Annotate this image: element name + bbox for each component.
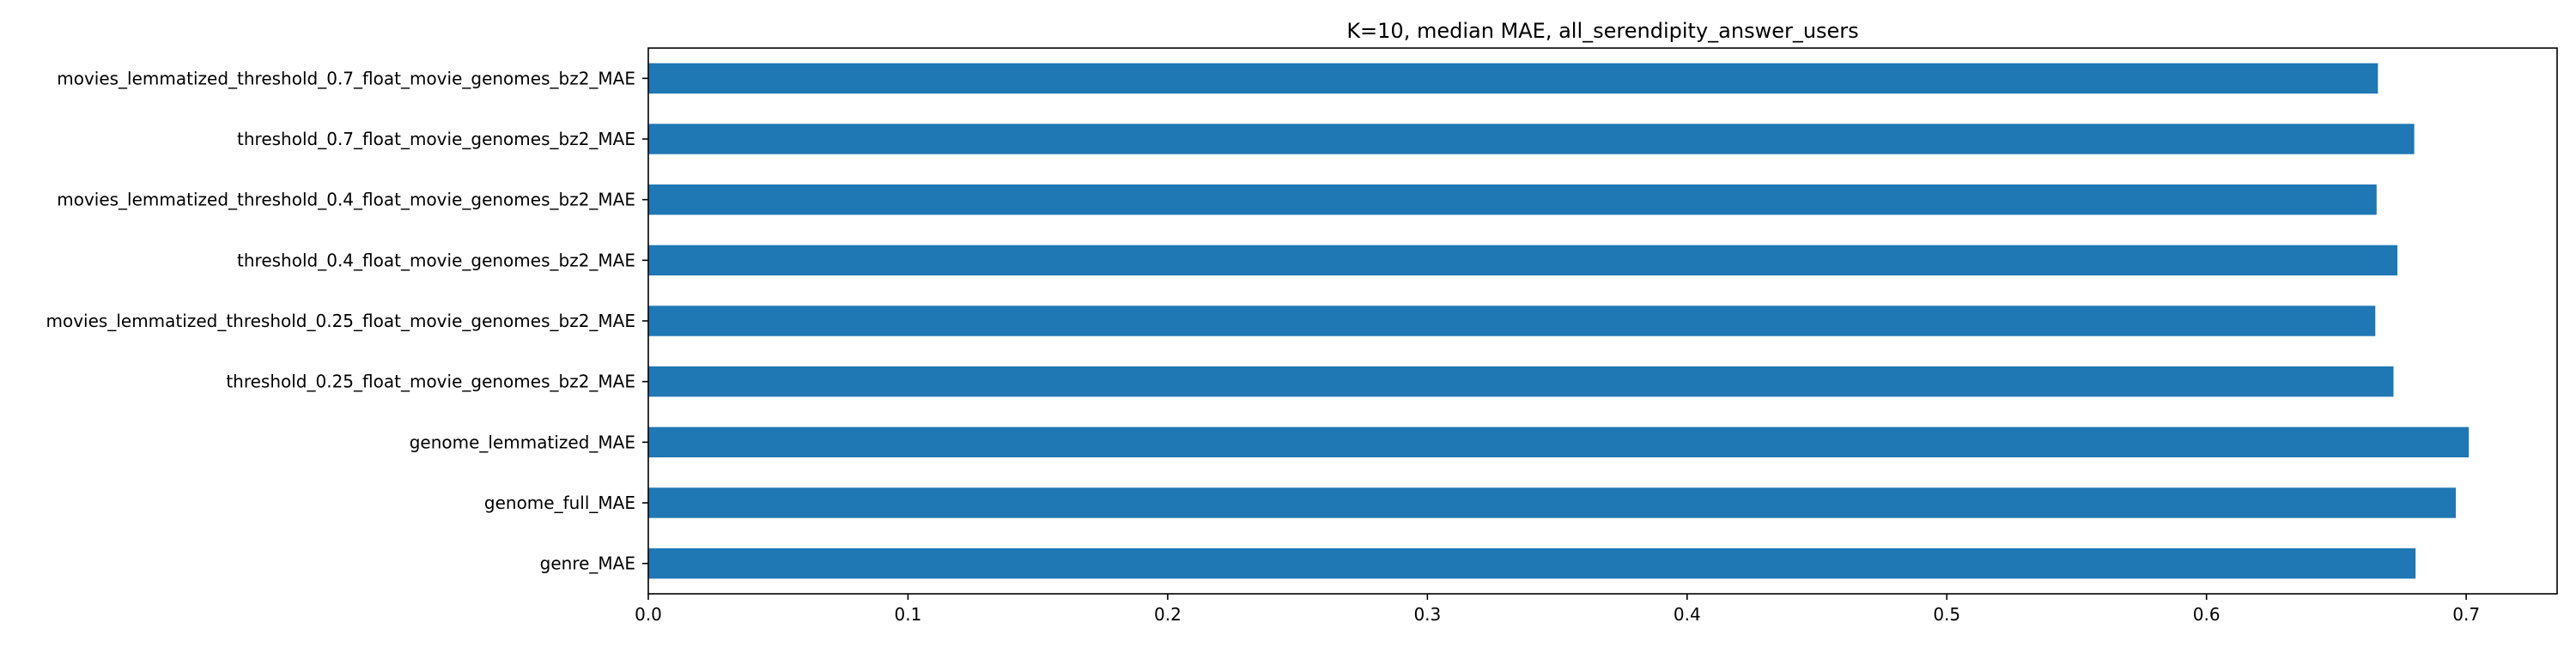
y-tick-label: threshold_0.25_float_movie_genomes_bz2_M… [226, 372, 635, 392]
chart-title: K=10, median MAE, all_serendipity_answer… [1346, 19, 1858, 43]
x-axis-ticks: 0.0 0.1 0.2 0.3 0.4 0.5 0.6 0.7 [635, 594, 2480, 625]
x-tick-label: 0.0 [635, 604, 662, 625]
x-tick-label: 0.1 [895, 604, 922, 625]
bar [648, 124, 2415, 154]
x-tick-label: 0.3 [1413, 604, 1441, 625]
y-axis-ticks: movies_lemmatized_threshold_0.7_float_mo… [46, 68, 648, 574]
y-tick-label: movies_lemmatized_threshold_0.25_float_m… [46, 311, 636, 331]
bar [648, 63, 2379, 94]
bar [648, 366, 2394, 397]
bar [648, 426, 2470, 457]
bar [648, 184, 2377, 215]
x-tick-label: 0.5 [1933, 604, 1960, 625]
bars-layer [648, 63, 2470, 579]
y-tick-label: movies_lemmatized_threshold_0.4_float_mo… [57, 190, 635, 210]
y-tick-label: threshold_0.4_float_movie_genomes_bz2_MA… [237, 250, 635, 270]
y-tick-label: genome_lemmatized_MAE [410, 432, 635, 452]
y-tick-label: threshold_0.7_float_movie_genomes_bz2_MA… [237, 129, 635, 149]
bar [648, 487, 2457, 518]
y-tick-label: movies_lemmatized_threshold_0.7_float_mo… [57, 68, 635, 88]
y-tick-label: genome_full_MAE [484, 493, 635, 513]
plot-area-frame [647, 47, 2558, 595]
x-tick-label: 0.2 [1154, 604, 1182, 625]
bar [648, 548, 2416, 579]
y-tick-label: genre_MAE [540, 553, 635, 574]
bar [648, 245, 2397, 275]
x-tick-label: 0.6 [2193, 604, 2221, 625]
x-tick-label: 0.7 [2452, 604, 2480, 625]
x-tick-label: 0.4 [1674, 604, 1701, 625]
bar [648, 305, 2376, 336]
